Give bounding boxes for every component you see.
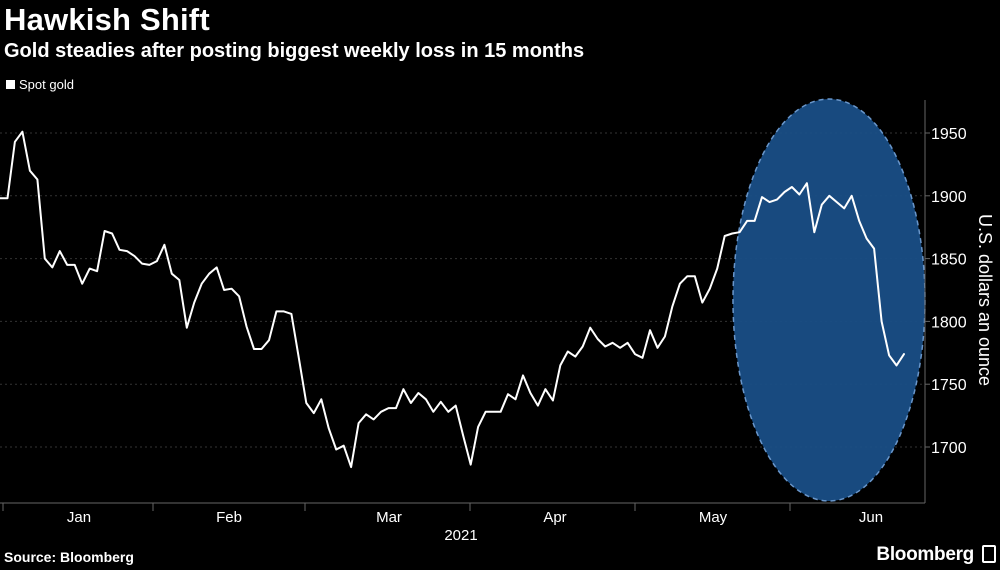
- x-tick-label-feb: Feb: [216, 509, 242, 526]
- x-tick-label-jan: Jan: [67, 509, 91, 526]
- chart-title: Hawkish Shift: [4, 2, 210, 37]
- y-axis-title: U.S. dollars an ounce: [975, 214, 995, 386]
- y-tick-label-1800: 1800: [931, 314, 967, 331]
- chart-subtitle: Gold steadies after posting biggest week…: [4, 40, 585, 62]
- legend-label: Spot gold: [19, 77, 74, 92]
- axis-layer: 1700 1750 1800 1850 1900 1950 U.S. dollars an …: [0, 100, 995, 544]
- y-tick-label-1750: 1750: [931, 377, 967, 394]
- y-tick-label-1900: 1900: [931, 189, 967, 206]
- brand-logo-text: Bloomberg: [876, 544, 974, 565]
- x-tick-label-may: May: [699, 509, 728, 526]
- source-note: Source: Bloomberg: [4, 549, 134, 565]
- y-tick-label-1850: 1850: [931, 252, 967, 269]
- x-tick-label-jun: Jun: [859, 509, 883, 526]
- highlight-ellipse: [732, 98, 926, 502]
- x-axis-title: 2021: [444, 527, 477, 544]
- x-tick-label-mar: Mar: [376, 509, 402, 526]
- highlight-layer: [732, 98, 926, 502]
- legend: Spot gold: [6, 77, 74, 92]
- legend-swatch: [6, 80, 15, 89]
- series-line-spot-gold: [0, 130, 905, 469]
- y-tick-label-1950: 1950: [931, 126, 967, 143]
- x-tick-label-apr: Apr: [543, 509, 566, 526]
- line-layer: [0, 130, 905, 469]
- y-tick-label-1700: 1700: [931, 440, 967, 457]
- brand-mark-icon: [982, 545, 996, 563]
